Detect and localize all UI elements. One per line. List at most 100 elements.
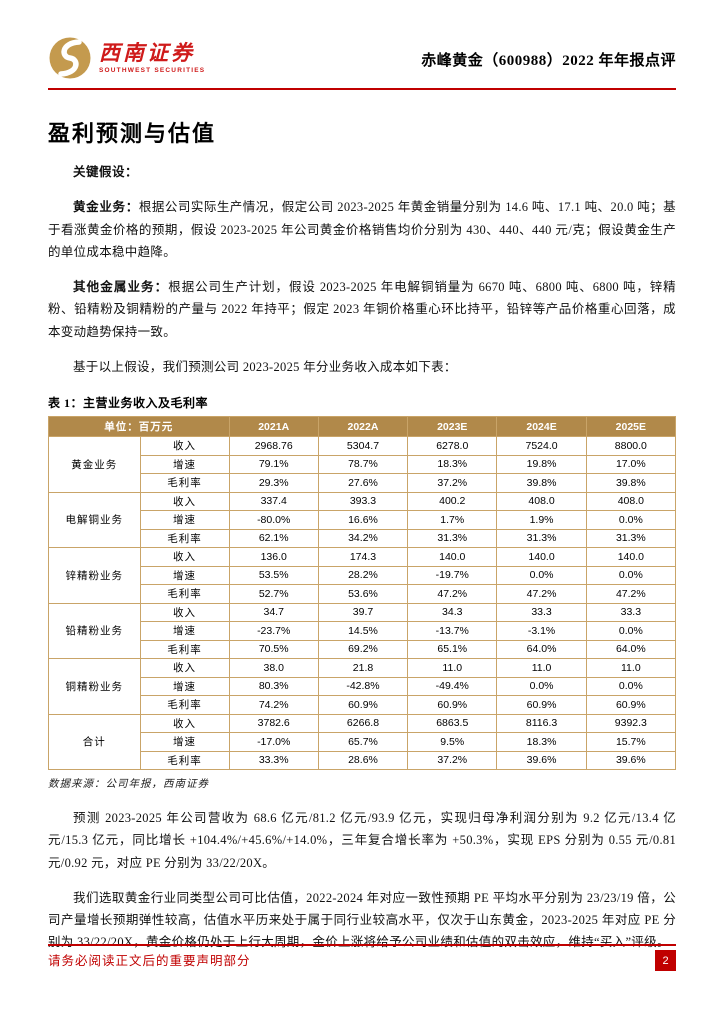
page-number-badge: 2 xyxy=(655,950,676,971)
table-row: 铜精粉业务 收入 38.0 21.8 11.0 11.0 11.0 xyxy=(48,658,677,715)
value-cell: 8800.0 xyxy=(585,436,677,456)
value-cell: 47.2% xyxy=(496,584,587,604)
value-cell: 65.7% xyxy=(317,732,409,752)
value-cell: 18.3% xyxy=(407,454,498,474)
logo-text: 西南证券 SOUTHWEST SECURITIES xyxy=(99,40,206,74)
gold-business-text: 根据公司实际生产情况，假定公司 2023-2025 年黄金销量分别为 14.6 … xyxy=(48,200,676,259)
value-cell: 29.3% xyxy=(228,473,319,493)
value-cell: 0.0% xyxy=(585,676,677,696)
value-cell: 78.7% xyxy=(317,454,409,474)
metric-label-cell: 增速 xyxy=(139,676,230,696)
value-cell: 11.0 xyxy=(585,658,677,678)
report-title: 赤峰黄金（600988）2022 年年报点评 xyxy=(421,53,676,69)
value-cell: 47.2% xyxy=(585,584,677,604)
value-cell: 33.3% xyxy=(228,750,319,770)
value-cell: 5304.7 xyxy=(317,436,409,456)
year-header-cell: 2021A xyxy=(228,416,319,437)
value-cell: 80.3% xyxy=(228,676,319,696)
value-cell: 60.9% xyxy=(585,695,677,715)
value-cell: 62.1% xyxy=(228,528,319,548)
value-cell: 3782.6 xyxy=(228,713,319,733)
value-cell: 28.6% xyxy=(317,750,409,770)
value-cell: 14.5% xyxy=(317,621,409,641)
value-cell: 6266.8 xyxy=(317,713,409,733)
section-title: 盈利预测与估值 xyxy=(48,121,217,146)
value-cell: 0.0% xyxy=(585,510,677,530)
value-cell: 39.7 xyxy=(317,602,409,622)
value-cell: 60.9% xyxy=(317,695,409,715)
value-cell: 19.8% xyxy=(496,454,587,474)
value-cell: 27.6% xyxy=(317,473,409,493)
value-cell: 11.0 xyxy=(496,658,587,678)
value-cell: 38.0 xyxy=(228,658,319,678)
key-assumptions-label: 关键假设： xyxy=(73,165,139,179)
value-cell: 64.0% xyxy=(496,639,587,659)
header-divider xyxy=(48,88,676,90)
table-row: 毛利率 70.5% 69.2% 65.1% 64.0% 64.0% xyxy=(49,639,677,659)
company-logo: 西南证券 SOUTHWEST SECURITIES xyxy=(48,36,205,80)
value-cell: 64.0% xyxy=(585,639,677,659)
page-header: 西南证券 SOUTHWEST SECURITIES 赤峰黄金（600988）20… xyxy=(48,0,676,80)
metric-label-cell: 收入 xyxy=(139,436,230,456)
logo-cn-text: 西南证券 xyxy=(99,40,195,65)
value-cell: 1.7% xyxy=(407,510,498,530)
table-row: 增速 -23.7% 14.5% -13.7% -3.1% 0.0% xyxy=(49,621,677,641)
value-cell: 31.3% xyxy=(407,528,498,548)
table-row: 铅精粉业务 收入 34.7 39.7 34.3 33.3 33.3 xyxy=(48,602,677,659)
metric-label-cell: 增速 xyxy=(139,565,230,585)
table-body: 黄金业务 收入 2968.76 5304.7 6278.0 7524.0 8800.0 增速 7… xyxy=(48,436,677,770)
value-cell: 6278.0 xyxy=(407,436,498,456)
table-row: 电解铜业务 收入 337.4 393.3 400.2 408.0 408.0 xyxy=(48,491,677,548)
value-cell: 9.5% xyxy=(407,732,498,752)
footer-disclaimer: 请务必阅读正文后的重要声明部分 xyxy=(48,954,251,968)
value-cell: 37.2% xyxy=(407,750,498,770)
swirl-logo-icon xyxy=(49,37,91,79)
business-group-cell: 锌精粉业务 xyxy=(48,547,141,604)
value-cell: 2968.76 xyxy=(228,436,319,456)
value-cell: 7524.0 xyxy=(496,436,587,456)
value-cell: 18.3% xyxy=(496,732,587,752)
value-cell: 8116.3 xyxy=(496,713,587,733)
table-row: 增速 53.5% 28.2% -19.7% 0.0% 0.0% xyxy=(49,565,677,585)
table-row: 毛利率 52.7% 53.6% 47.2% 47.2% 47.2% xyxy=(49,584,677,604)
value-cell: 0.0% xyxy=(496,565,587,585)
value-cell: -19.7% xyxy=(407,565,498,585)
gold-business-paragraph: 黄金业务：根据公司实际生产情况，假定公司 2023-2025 年黄金销量分别为 … xyxy=(48,196,676,263)
metric-label-cell: 毛利率 xyxy=(139,639,230,659)
value-cell: 34.3 xyxy=(407,602,498,622)
year-header-cell: 2024E xyxy=(496,416,587,437)
value-cell: 408.0 xyxy=(585,491,677,511)
value-cell: -23.7% xyxy=(228,621,319,641)
data-source-note: 数据来源：公司年报，西南证券 xyxy=(48,779,209,790)
unit-header-cell: 单位：百万元 xyxy=(48,416,230,437)
value-cell: 0.0% xyxy=(585,621,677,641)
value-cell: 69.2% xyxy=(317,639,409,659)
value-cell: 33.3 xyxy=(496,602,587,622)
value-cell: 15.7% xyxy=(585,732,677,752)
key-assumptions-heading: 关键假设： xyxy=(48,161,676,183)
value-cell: 0.0% xyxy=(585,565,677,585)
metric-label-cell: 增速 xyxy=(139,454,230,474)
value-cell: 6863.5 xyxy=(407,713,498,733)
table-intro-paragraph: 基于以上假设，我们预测公司 2023-2025 年分业务收入成本如下表： xyxy=(73,359,457,374)
value-cell: 393.3 xyxy=(317,491,409,511)
value-cell: 337.4 xyxy=(228,491,319,511)
value-cell: 34.7 xyxy=(228,602,319,622)
table-row: 增速 -80.0% 16.6% 1.7% 1.9% 0.0% xyxy=(49,510,677,530)
value-cell: 52.7% xyxy=(228,584,319,604)
value-cell: 140.0 xyxy=(407,547,498,567)
table-row: 增速 -17.0% 65.7% 9.5% 18.3% 15.7% xyxy=(49,732,677,752)
value-cell: 47.2% xyxy=(407,584,498,604)
table-row: 毛利率 74.2% 60.9% 60.9% 60.9% 60.9% xyxy=(49,695,677,715)
table-header-row: 单位：百万元 2021A 2022A 2023E 2024E 2025E xyxy=(48,416,677,437)
other-metal-paragraph: 其他金属业务：根据公司生产计划，假设 2023-2025 年电解铜销量为 667… xyxy=(48,276,676,343)
value-cell: 74.2% xyxy=(228,695,319,715)
metric-label-cell: 收入 xyxy=(139,491,230,511)
value-cell: 11.0 xyxy=(407,658,498,678)
value-cell: 34.2% xyxy=(317,528,409,548)
table-row: 增速 80.3% -42.8% -49.4% 0.0% 0.0% xyxy=(49,676,677,696)
value-cell: 16.6% xyxy=(317,510,409,530)
value-cell: 39.8% xyxy=(496,473,587,493)
logo-en-text: SOUTHWEST SECURITIES xyxy=(99,66,206,74)
